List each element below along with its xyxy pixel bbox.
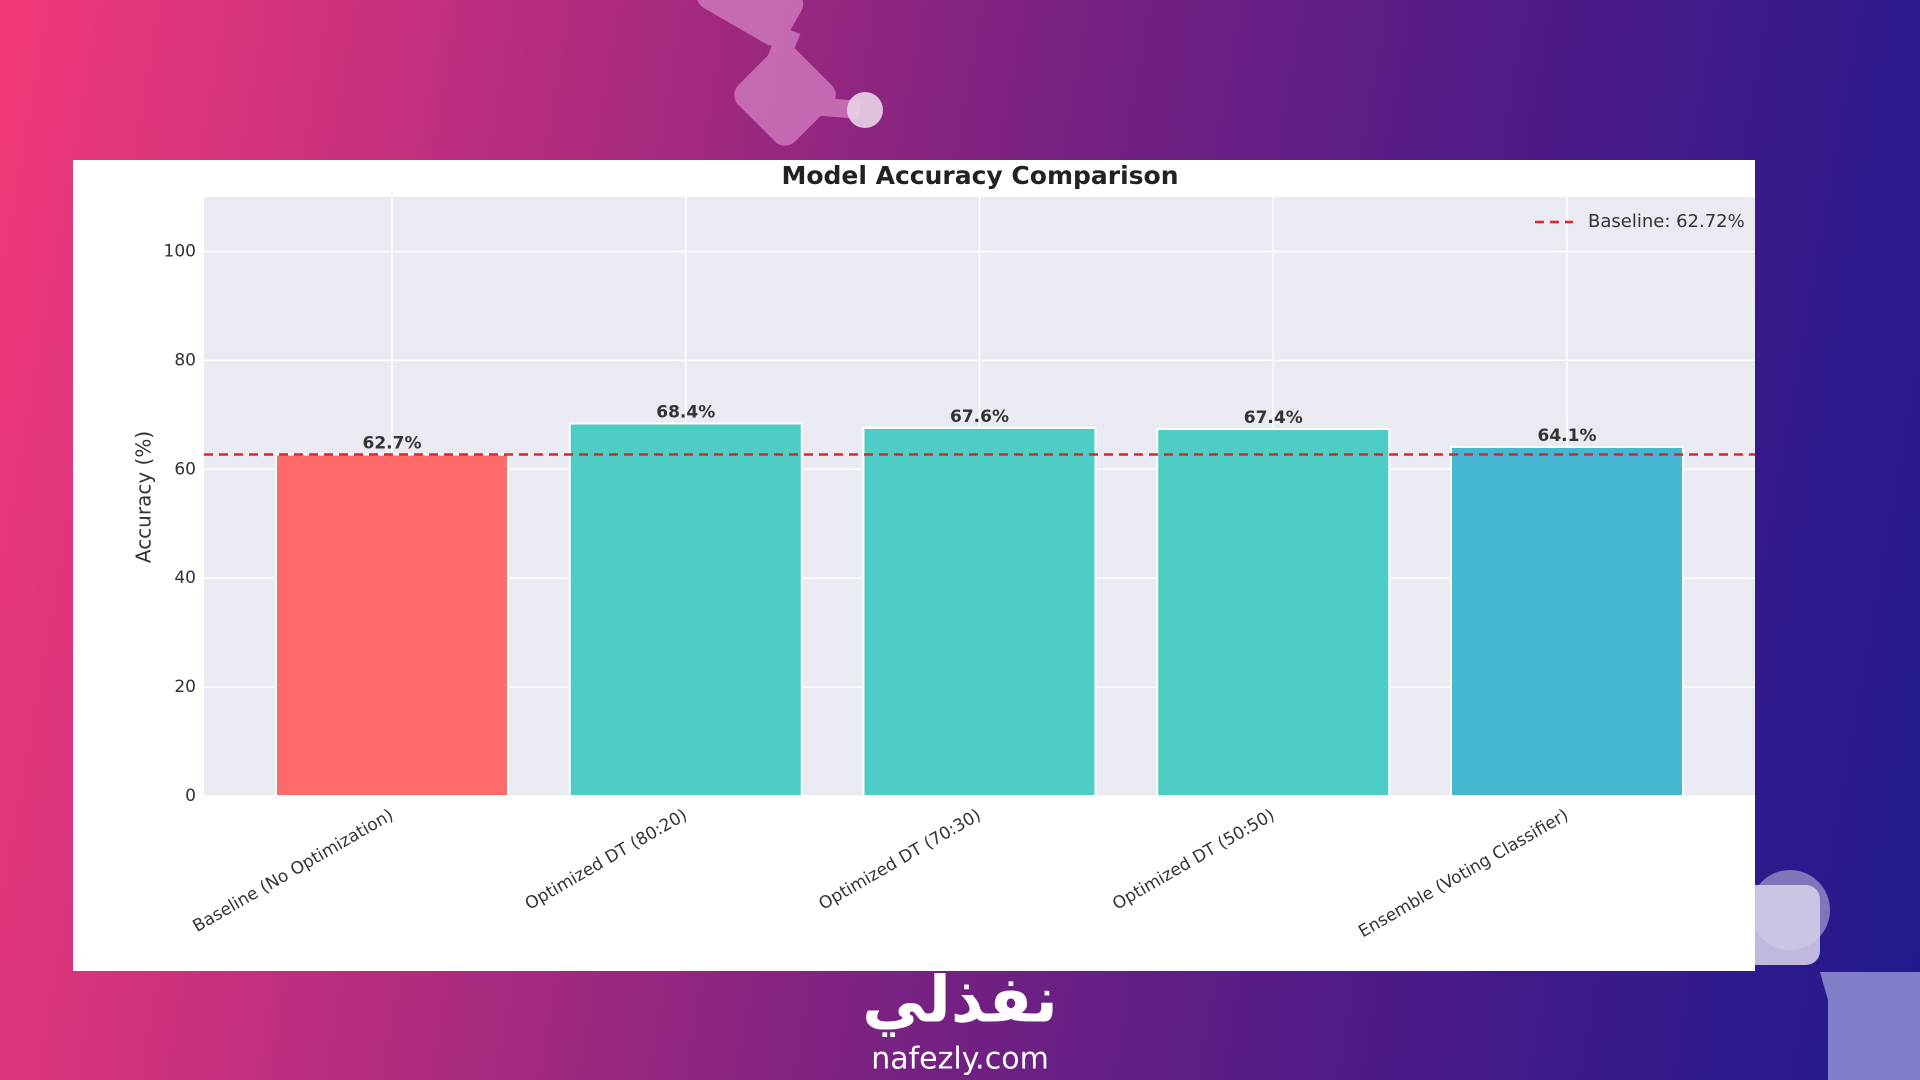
site: nafezly.com [871, 1042, 1049, 1077]
marks [274, 422, 1685, 797]
y-tick-label: 100 [164, 241, 196, 261]
value-label: 67.4% [1244, 408, 1303, 428]
decoration [696, 0, 1920, 1080]
bar [1449, 445, 1685, 797]
y-tick-label: 20 [174, 677, 196, 697]
chart-title: Model Accuracy Comparison [781, 161, 1178, 190]
value-label: 62.7% [363, 434, 422, 454]
value-label: 67.6% [950, 407, 1009, 427]
value-label: 68.4% [656, 403, 715, 423]
y-tick-label: 0 [185, 786, 196, 806]
bar [568, 422, 803, 797]
bar [274, 453, 510, 797]
y-tick-label: 80 [174, 350, 196, 370]
bar [1156, 427, 1391, 797]
legend-label: Baseline: 62.72% [1588, 211, 1745, 232]
y-axis-label: Accuracy (%) [132, 431, 156, 563]
bar [862, 426, 1097, 797]
y-tick-label: 60 [174, 459, 196, 479]
value-label: 64.1% [1538, 426, 1597, 446]
logo: نفذلي [862, 964, 1058, 1038]
y-tick-label: 40 [174, 568, 196, 588]
